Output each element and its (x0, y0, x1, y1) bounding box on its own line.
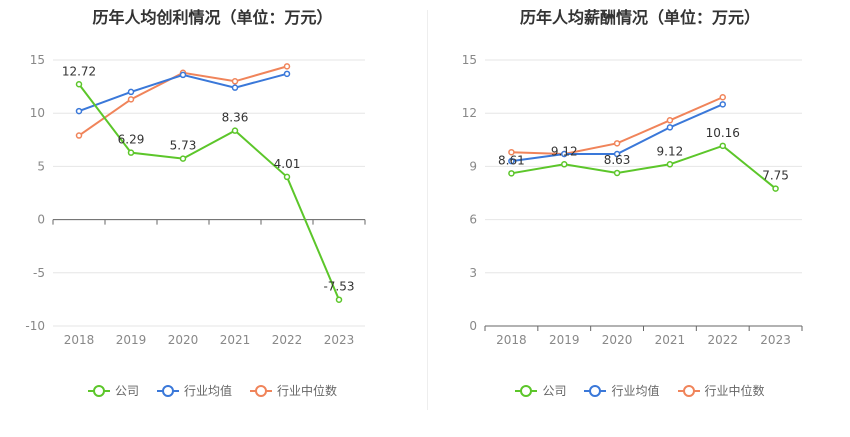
data-point (75, 107, 83, 115)
legend-marker-icon (677, 384, 700, 397)
data-point (283, 173, 291, 181)
data-point (127, 96, 135, 103)
data-point (283, 70, 291, 78)
data-point (127, 149, 135, 156)
y-tick-label: 10 (30, 106, 45, 120)
legend-marker-icon (584, 384, 607, 397)
y-tick-label: 0 (469, 319, 477, 333)
x-tick-label: 2023 (760, 333, 791, 347)
legend-item[interactable]: 公司 (515, 382, 566, 399)
legend-marker-icon (250, 384, 272, 397)
data-point (231, 84, 239, 91)
data-point (508, 148, 515, 156)
legend-item[interactable]: 公司 (87, 382, 139, 399)
data-label: 8.61 (498, 153, 525, 167)
y-tick-label: 15 (30, 53, 45, 67)
data-point (613, 140, 621, 147)
chart-legend: 公司 行业均值 行业中位数 (0, 382, 425, 399)
data-point (719, 101, 726, 108)
x-tick-label: 2018 (496, 333, 527, 347)
data-label: 4.01 (274, 157, 301, 171)
series-line (78, 83, 340, 301)
data-point (179, 71, 187, 79)
legend-marker-icon (87, 384, 110, 397)
data-point (508, 157, 515, 165)
x-tick-label: 2020 (168, 333, 199, 347)
data-point (561, 150, 568, 158)
data-label: 5.73 (170, 139, 197, 153)
y-tick-label: 12 (462, 106, 477, 120)
chart-legend: 公司 行业均值 行业中位数 (430, 382, 850, 399)
data-point (613, 150, 621, 158)
data-point (666, 117, 674, 124)
legend-marker-icon (515, 384, 538, 397)
y-tick-label: 5 (37, 159, 45, 173)
x-tick-label: 2019 (116, 333, 147, 347)
y-tick-label: 6 (469, 213, 477, 227)
data-point (719, 142, 726, 150)
data-label: 10.16 (706, 126, 740, 140)
x-tick-label: 2023 (324, 333, 355, 347)
x-tick-label: 2019 (549, 333, 580, 347)
data-point (561, 161, 568, 168)
data-point (75, 132, 83, 139)
y-tick-label: 9 (469, 159, 477, 173)
y-tick-label: -5 (33, 266, 45, 280)
data-point (719, 93, 726, 101)
panel-divider (427, 10, 428, 410)
data-label: 9.12 (551, 144, 578, 158)
legend-item[interactable]: 行业中位数 (677, 382, 765, 399)
data-point (127, 88, 135, 96)
data-point (231, 78, 239, 85)
salary-chart-svg: 15 12 9 6 3 0 2018 2019 2020 2021 2022 2023 8.61 9.12… (462, 53, 803, 347)
y-tick-label: 3 (469, 266, 477, 280)
legend-label: 行业中位数 (704, 384, 765, 398)
data-point (613, 169, 621, 177)
data-point (283, 63, 291, 70)
legend-label: 公司 (114, 384, 139, 398)
chart-panel-profit: 历年人均创利情况（单位：万元） 15 10 5 0 -5 -10 2018 2019 2020 2… (0, 8, 425, 399)
profit-chart-svg: 15 10 5 0 -5 -10 2018 2019 2020 2021 2022 2023 12.72… (25, 53, 366, 347)
series-line (78, 72, 288, 113)
data-label: 12.72 (62, 64, 96, 78)
data-point (75, 81, 83, 88)
x-tick-label: 2018 (64, 333, 95, 347)
chart-panel-salary: 历年人均薪酬情况（单位：万元） 15 12 9 6 3 0 2018 2019 2020 2021… (430, 0, 850, 437)
data-point (231, 127, 239, 134)
legend-label: 行业中位数 (277, 384, 338, 398)
y-tick-label: 0 (37, 213, 45, 227)
chart-title: 历年人均创利情况（单位：万元） (92, 8, 333, 27)
data-point (179, 155, 187, 162)
data-label: 8.36 (222, 111, 249, 125)
x-tick-label: 2021 (655, 333, 686, 347)
x-tick-label: 2020 (602, 333, 633, 347)
series-line (511, 144, 777, 190)
x-tick-label: 2022 (707, 333, 738, 347)
data-point (666, 161, 674, 168)
data-label: 6.29 (118, 133, 145, 147)
legend-label: 行业均值 (183, 384, 232, 398)
legend-item[interactable]: 行业均值 (584, 382, 660, 399)
legend-marker-icon (156, 384, 179, 397)
data-point (666, 124, 674, 131)
chart-title: 历年人均薪酬情况（单位：万元） (519, 8, 760, 27)
x-tick-label: 2022 (272, 333, 303, 347)
data-point (508, 170, 515, 177)
x-tick-label: 2021 (220, 333, 251, 347)
data-label: 9.12 (657, 144, 684, 158)
y-tick-label: 15 (462, 53, 477, 67)
data-label: -7.53 (323, 280, 354, 294)
data-label: 7.75 (762, 169, 789, 183)
legend-item[interactable]: 行业均值 (156, 382, 232, 399)
legend-label: 公司 (542, 384, 567, 398)
data-point (335, 296, 343, 303)
legend-label: 行业均值 (611, 384, 660, 398)
data-label: 8.63 (604, 153, 631, 167)
y-tick-label: -10 (25, 319, 45, 333)
data-point (772, 185, 779, 192)
legend-item[interactable]: 行业中位数 (250, 382, 337, 399)
